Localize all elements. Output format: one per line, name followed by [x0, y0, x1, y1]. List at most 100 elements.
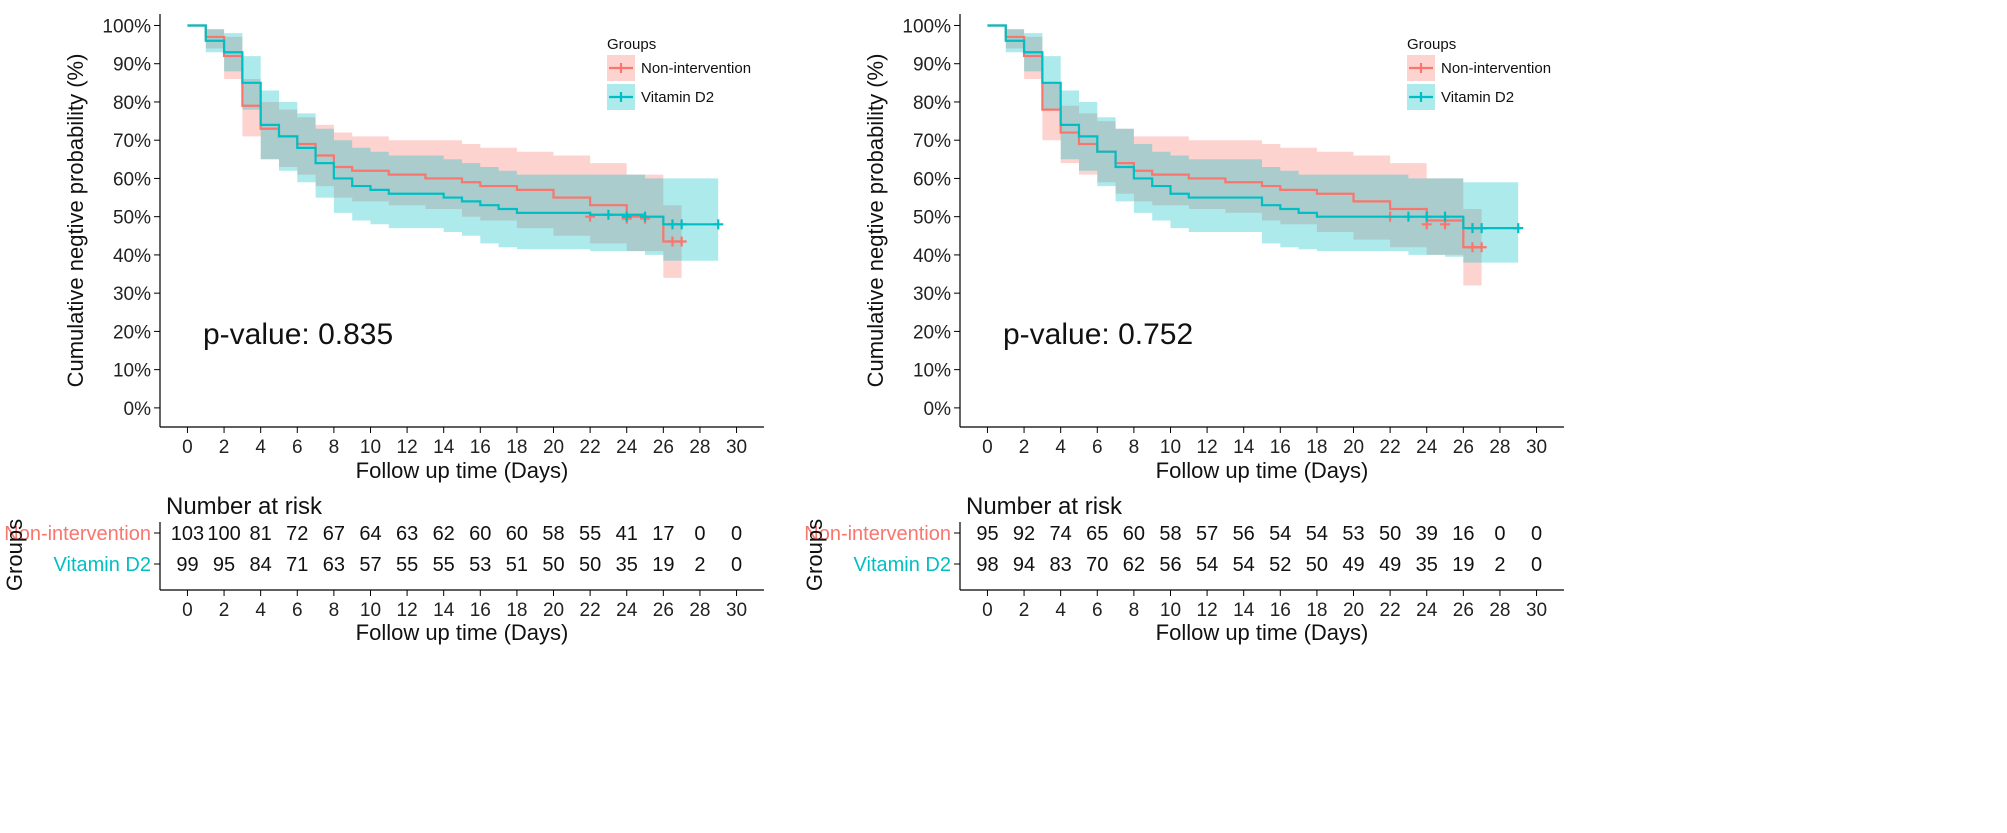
censor-mark [1476, 242, 1487, 253]
risk-count: 49 [1379, 554, 1401, 576]
x-tick-label: 6 [1092, 437, 1103, 458]
risk-count: 53 [1342, 523, 1364, 545]
risk-count: 16 [1452, 523, 1474, 545]
x-tick-label: 4 [1055, 437, 1066, 458]
ci-band-vitamin-d2 [187, 25, 719, 261]
censor-mark [1467, 242, 1478, 253]
risk-count: 56 [1159, 554, 1181, 576]
y-tick-label: 20% [913, 322, 951, 343]
legend-label-non-intervention: Non-intervention [1441, 60, 1551, 77]
x-tick-label: 12 [1197, 437, 1218, 458]
risk-count: 58 [1159, 523, 1181, 545]
y-tick-label: 10% [113, 361, 151, 382]
censor-mark [667, 236, 678, 247]
risk-count: 51 [506, 554, 528, 576]
risk-x-tick-label: 28 [1489, 600, 1510, 621]
risk-x-tick-label: 2 [219, 600, 230, 621]
legend-label-vitamin-d2: Vitamin D2 [1441, 89, 1514, 106]
censor-mark [713, 219, 724, 230]
risk-row-label-non-intervention: Non-intervention [804, 523, 951, 545]
x-tick-label: 8 [329, 437, 340, 458]
risk-count: 62 [1123, 554, 1145, 576]
risk-count: 49 [1342, 554, 1364, 576]
risk-count: 83 [1050, 554, 1072, 576]
y-tick-label: 90% [913, 55, 951, 76]
risk-x-tick-label: 22 [1380, 600, 1401, 621]
censor-mark [1403, 211, 1414, 222]
x-tick-label: 22 [580, 437, 601, 458]
risk-count: 54 [1196, 554, 1218, 576]
x-tick-label: 10 [1160, 437, 1181, 458]
y-axis-title: Cumulative negtive probability (%) [863, 54, 888, 388]
risk-count: 54 [1306, 523, 1328, 545]
risk-count: 60 [469, 523, 491, 545]
legend-title: Groups [607, 36, 656, 53]
x-axis-title: Follow up time (Days) [356, 458, 569, 483]
y-tick-label: 60% [113, 169, 151, 190]
x-tick-label: 18 [506, 437, 527, 458]
risk-count: 60 [1123, 523, 1145, 545]
y-tick-label: 90% [113, 55, 151, 76]
risk-count: 65 [1086, 523, 1108, 545]
risk-count: 67 [323, 523, 345, 545]
y-tick-label: 100% [902, 16, 951, 37]
x-tick-label: 8 [1129, 437, 1140, 458]
risk-x-tick-label: 14 [433, 600, 455, 621]
censor-mark [676, 236, 687, 247]
x-tick-label: 0 [182, 437, 193, 458]
x-tick-label: 28 [689, 437, 710, 458]
risk-x-tick-label: 4 [1055, 600, 1066, 621]
y-tick-label: 40% [113, 246, 151, 267]
censor-mark [1476, 223, 1487, 234]
survival-line-non-intervention [987, 24, 1482, 249]
y-tick-label: 50% [913, 208, 951, 229]
censor-mark [1421, 211, 1432, 222]
x-tick-label: 24 [1416, 437, 1438, 458]
risk-x-tick-label: 12 [397, 600, 418, 621]
risk-count: 100 [207, 523, 240, 545]
x-tick-label: 0 [982, 437, 993, 458]
risk-count: 84 [250, 554, 272, 576]
censor-mark [1440, 211, 1451, 222]
risk-count: 95 [213, 554, 235, 576]
x-tick-label: 18 [1306, 437, 1327, 458]
km-panel-1: 0%10%20%30%40%50%60%70%80%90%100%0 2 4 6 8 10… [2, 14, 764, 645]
risk-x-tick-label: 16 [1270, 600, 1291, 621]
risk-count: 57 [359, 554, 381, 576]
risk-count: 62 [433, 523, 455, 545]
censor-mark [1513, 223, 1524, 234]
risk-count: 50 [1306, 554, 1328, 576]
risk-count: 2 [694, 554, 705, 576]
risk-count: 70 [1086, 554, 1108, 576]
risk-count: 98 [976, 554, 998, 576]
risk-count: 55 [579, 523, 601, 545]
x-tick-label: 6 [292, 437, 303, 458]
p-value-label: p-value: 0.752 [1003, 318, 1193, 351]
survival-line-non-intervention [187, 24, 682, 243]
risk-x-tick-label: 18 [1306, 600, 1327, 621]
risk-x-tick-label: 14 [1233, 600, 1255, 621]
x-tick-label: 2 [219, 437, 230, 458]
y-tick-label: 10% [913, 361, 951, 382]
censor-mark [667, 219, 678, 230]
risk-count: 71 [286, 554, 308, 576]
risk-x-tick-label: 16 [470, 600, 491, 621]
risk-count: 0 [731, 523, 742, 545]
risk-count: 0 [1531, 554, 1542, 576]
y-tick-label: 80% [913, 93, 951, 114]
risk-count: 63 [396, 523, 418, 545]
x-tick-label: 26 [653, 437, 674, 458]
risk-x-tick-label: 24 [616, 600, 638, 621]
risk-x-tick-label: 18 [506, 600, 527, 621]
censor-mark [1467, 223, 1478, 234]
x-tick-label: 10 [360, 437, 381, 458]
risk-count: 52 [1269, 554, 1291, 576]
risk-x-tick-label: 10 [1160, 600, 1181, 621]
risk-count: 54 [1269, 523, 1291, 545]
censor-mark [621, 211, 632, 222]
risk-count: 39 [1416, 523, 1438, 545]
